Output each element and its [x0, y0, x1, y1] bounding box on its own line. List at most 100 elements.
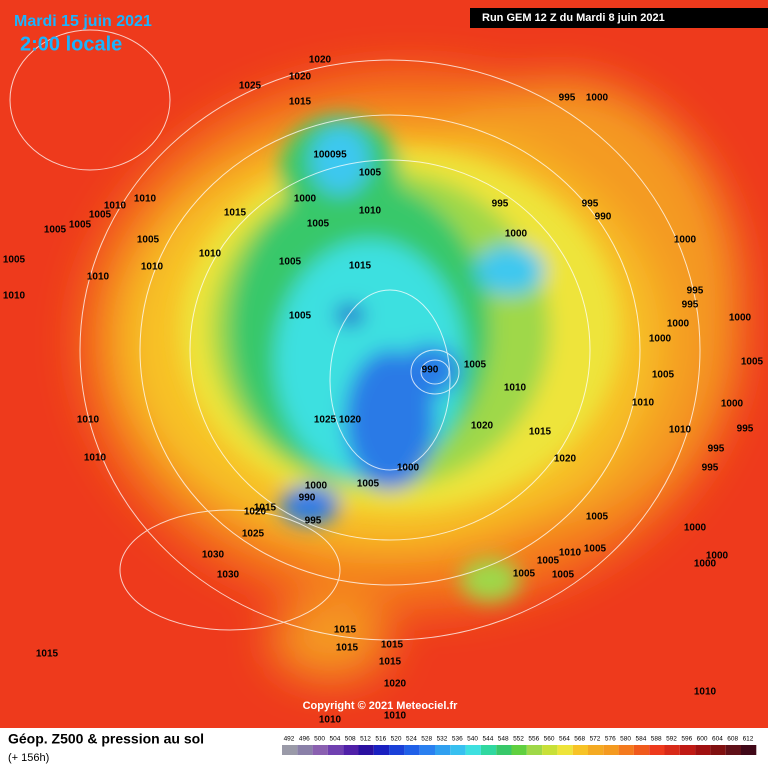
scale-label: 508 [345, 736, 356, 743]
pressure-label: 1005 [464, 360, 487, 371]
pressure-label: 1020 [289, 72, 312, 83]
pressure-label: 990 [299, 493, 316, 504]
contours [9, 29, 701, 641]
scale-swatch [679, 745, 696, 755]
pressure-label: 1005 [307, 219, 330, 230]
pressure-label: 1015 [381, 640, 404, 651]
scale-swatch [710, 745, 726, 755]
pressure-label: 1000 [684, 523, 707, 534]
scale-label: 520 [391, 736, 402, 743]
pressure-label: 1015 [334, 625, 357, 636]
pressure-label: 1030 [217, 570, 240, 581]
pressure-label: 1015 [254, 503, 277, 514]
pressure-label: 1000 [505, 229, 528, 240]
scale-swatch [511, 745, 527, 755]
scale-label: 564 [559, 736, 570, 743]
scale-label: 576 [605, 736, 616, 743]
pressure-label: 1025 [242, 529, 265, 540]
scale-swatch [435, 745, 451, 755]
scale-label: 492 [284, 736, 295, 743]
scale-label: 512 [360, 736, 371, 743]
pressure-label: 1010 [87, 272, 110, 283]
pressure-label: 1010 [319, 715, 342, 726]
scale-swatch [358, 745, 374, 755]
pressure-label: 1005 [137, 235, 160, 246]
scale-label: 604 [712, 736, 723, 743]
pressure-label: 1005 [537, 556, 560, 567]
pressure-label: 1005 [289, 311, 312, 322]
pressure-label: 1000 [294, 194, 317, 205]
pressure-label: 1010 [504, 383, 527, 394]
pressure-label: 1010 [77, 415, 100, 426]
pressure-label: 1010 [3, 291, 26, 302]
scale-label: 608 [727, 736, 738, 743]
pressure-label: 1015 [379, 657, 402, 668]
pressure-label: 1000 [649, 334, 672, 345]
pressure-label: 1000 [667, 319, 690, 330]
pressure-label: 1005 [69, 220, 92, 231]
scale-swatch [526, 745, 543, 755]
scale-swatch [282, 745, 298, 755]
scale-label: 544 [482, 736, 493, 743]
scale-label: 528 [421, 736, 432, 743]
pressure-label: 1015 [224, 208, 247, 219]
pressure-label: 1005 [552, 570, 575, 581]
pressure-label: 100095 [313, 150, 347, 161]
pressure-label: 1005 [359, 168, 382, 179]
pressure-label: 1010 [134, 194, 157, 205]
scale-label: 588 [651, 736, 662, 743]
copyright: Copyright © 2021 Meteociel.fr [303, 700, 459, 712]
pressure-label: 1010 [559, 548, 582, 559]
pressure-label: 1005 [44, 225, 67, 236]
scale-swatch [588, 745, 604, 755]
pressure-label: 1000 [305, 481, 328, 492]
scale-swatch [542, 745, 558, 755]
pressure-label: 1000 [721, 399, 744, 410]
scale-label: 600 [697, 736, 708, 743]
pressure-label: 995 [582, 199, 599, 210]
pressure-label: 995 [492, 199, 509, 210]
pressure-label: 1010 [84, 453, 107, 464]
scale-swatch [465, 745, 481, 755]
scale-label: 584 [635, 736, 646, 743]
scale-swatch [649, 745, 665, 755]
scale-swatch [664, 745, 680, 755]
scale-swatch [633, 745, 650, 755]
pressure-label: 1010 [694, 687, 717, 698]
pressure-label: 1025 [239, 81, 262, 92]
scale-swatch [618, 745, 634, 755]
pressure-label: 995 [737, 424, 754, 435]
pressure-label: 1000 [586, 93, 609, 104]
pressure-label: 1020 [384, 679, 407, 690]
pressure-label: 1030 [202, 550, 225, 561]
pressure-label: 995 [687, 286, 704, 297]
pressure-label: 995 [559, 93, 576, 104]
pressure-label: 1010 [632, 398, 655, 409]
pressure-label: 1005 [652, 370, 675, 381]
scale-swatch [496, 745, 512, 755]
scale-label: 536 [452, 736, 463, 743]
scale-label: 592 [666, 736, 677, 743]
scale-swatch [450, 745, 466, 755]
pressure-label: 995 [702, 463, 719, 474]
scale-label: 532 [437, 736, 448, 743]
scale-swatch [312, 745, 328, 755]
pressure-label: 1005 [3, 255, 26, 266]
pressure-label: 1005 [89, 210, 112, 221]
pressure-label: 990 [595, 212, 612, 223]
date: Mardi 15 juin 2021 [14, 13, 152, 30]
pressure-label: 1000 [694, 559, 717, 570]
pressure-label: 1010 [199, 249, 222, 260]
scale-swatch [404, 745, 420, 755]
scale-label: 596 [681, 736, 692, 743]
scale-label: 572 [590, 736, 601, 743]
header: Mardi 15 juin 2021 2:00 locale Run GEM 1… [14, 8, 768, 55]
scale-swatch [297, 745, 313, 755]
pressure-label: 995 [305, 516, 322, 527]
scale-swatch [389, 745, 405, 755]
pressure-label: 1005 [586, 512, 609, 523]
pressure-label: 995 [682, 300, 699, 311]
scale-label: 516 [375, 736, 386, 743]
scale-swatch [327, 745, 344, 755]
pressure-label: 1015 [349, 261, 372, 272]
